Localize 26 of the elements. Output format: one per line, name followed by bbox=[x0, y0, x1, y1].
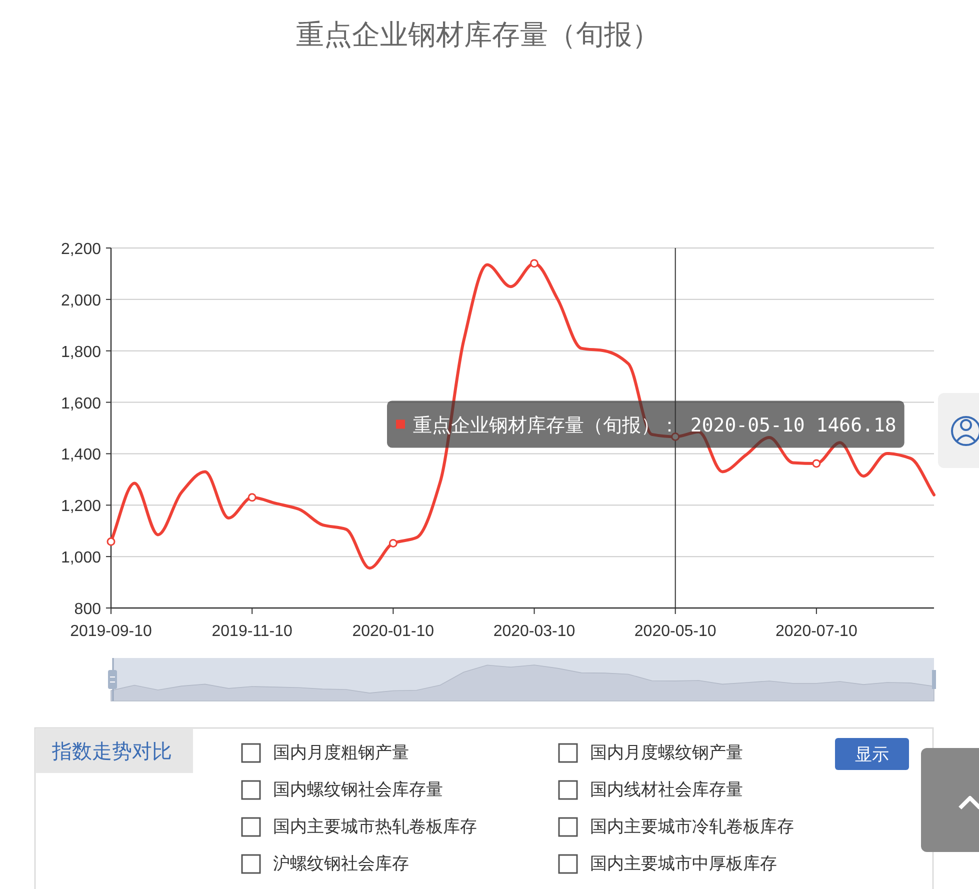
x-tick-label: 2020-01-10 bbox=[352, 623, 434, 640]
text: 国内主要城市热轧卷板库存 bbox=[273, 817, 477, 836]
y-tick-label: 1,800 bbox=[60, 344, 102, 361]
text: 国内月度粗钢产量 bbox=[273, 743, 409, 762]
y-tick-label: 2,000 bbox=[60, 292, 102, 310]
text: 国内螺纹钢社会库存量 bbox=[273, 780, 443, 799]
x-tick-label: 2020-07-10 bbox=[776, 623, 858, 640]
chart-title: 重点企业钢材库存量（旬报） bbox=[296, 19, 660, 50]
annotation: 重点企业钢材库存量（旬报）： 2020-05-10 1466.18 bbox=[413, 414, 896, 437]
x-tick-label: 2020-03-10 bbox=[493, 623, 576, 640]
text: 指数走势对比 bbox=[51, 741, 172, 763]
x-tick-label: 2019-09-10 bbox=[70, 623, 152, 640]
x-tick-label: 2020-05-10 bbox=[634, 623, 716, 640]
y-tick-label: 1,000 bbox=[60, 550, 102, 567]
x-tick-label: 2019-11-10 bbox=[212, 623, 293, 640]
text: 国内主要城市中厚板库存 bbox=[590, 854, 777, 873]
y-tick-label: 1,400 bbox=[60, 446, 102, 464]
text: 国内月度螺纹钢产量 bbox=[590, 743, 743, 762]
button: 显示 bbox=[835, 738, 909, 770]
y-tick-label: 1,200 bbox=[60, 498, 102, 516]
y-tick-label: 2,200 bbox=[60, 241, 102, 258]
y-tick-label: 1,600 bbox=[60, 395, 102, 412]
text: 国内线材社会库存量 bbox=[590, 780, 743, 799]
text: 国内主要城市冷轧卷板库存 bbox=[590, 817, 794, 836]
text: 沪螺纹钢社会库存 bbox=[273, 854, 409, 873]
y-tick-label: 800 bbox=[74, 601, 102, 618]
